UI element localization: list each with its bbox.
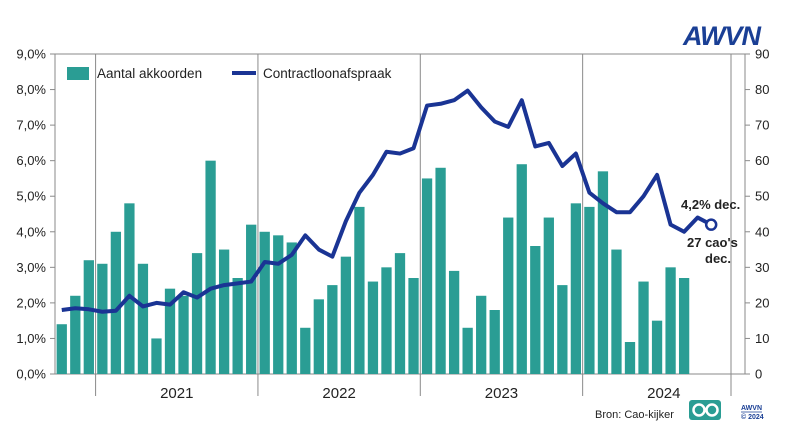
bar [313,299,324,374]
bar [70,295,81,374]
bar [191,253,203,374]
right-tick-label: 50 [755,189,769,204]
bar [570,203,582,374]
bar [218,249,230,374]
left-tick-label: 5,0% [16,189,46,204]
left-tick-label: 3,0% [16,260,46,275]
right-axis: 0 10 20 30 40 50 60 70 80 90 [745,47,769,382]
bar [381,267,392,374]
bar [530,246,541,374]
bar [178,295,189,374]
bar [665,267,676,374]
left-tick-label: 8,0% [16,82,46,97]
bar [137,263,149,374]
right-tick-label: 80 [755,82,769,97]
bar [435,167,446,374]
small-logo-copyright: © 2024 [741,413,764,421]
bar [56,324,67,374]
bar [394,253,406,374]
bar [624,342,636,374]
right-tick-label: 20 [755,295,769,310]
bar [110,231,122,374]
annotation-bar-label-1: 27 cao's [687,235,738,250]
legend-label-line: Contractloonafspraak [263,66,392,81]
bar [597,171,609,374]
right-tick-label: 90 [755,47,769,62]
bar [367,281,379,374]
bar [584,206,595,374]
x-tick-label-year: 2023 [485,385,518,402]
bar [421,178,433,374]
annotation-line-label: 4,2% dec. [681,197,740,212]
left-tick-label: 9,0% [16,47,46,62]
small-logo-text: AWVN [741,405,762,412]
bar [259,231,270,374]
right-tick-label: 60 [755,153,769,168]
bar [273,235,284,374]
left-tick-label: 1,0% [16,331,46,346]
bar [300,327,311,374]
bar [408,278,419,374]
x-axis: 2021 2022 2023 2024 [160,385,680,402]
bar [232,278,243,374]
right-tick-label: 0 [755,367,762,382]
bar [164,288,176,374]
left-tick-label: 0,0% [16,367,46,382]
right-tick-label: 40 [755,224,769,239]
bar [354,206,365,374]
bar [205,160,216,374]
bar [476,295,487,374]
bars-aantal-akkoorden [56,160,690,374]
x-tick-label-year: 2024 [647,385,680,402]
left-axis: 0,0% 1,0% 2,0% 3,0% 4,0% 5,0% 6,0% 7,0% 8,0% 9,0% [16,47,55,382]
bar [151,338,162,374]
bar [543,217,554,374]
left-tick-label: 6,0% [16,153,46,168]
bar [124,203,135,374]
left-tick-label: 7,0% [16,118,46,133]
awvn-logo: AWVN [682,21,762,51]
bar [651,320,663,374]
annotation-bar-label-2: dec. [705,251,731,266]
bar [503,217,514,374]
bar [557,285,568,374]
bar [340,256,352,374]
line-contractloonafspraak [61,88,718,314]
legend-label-bars: Aantal akkoorden [97,66,202,81]
bar [448,270,460,374]
bar [516,164,527,374]
bar [327,285,338,374]
x-tick-label-year: 2022 [322,385,355,402]
last-point-marker [704,218,718,231]
bar [611,249,622,374]
bar [489,310,500,374]
left-tick-label: 4,0% [16,224,46,239]
year-gridlines [95,54,732,396]
right-tick-label: 30 [755,260,769,275]
left-tick-label: 2,0% [16,295,46,310]
right-tick-label: 10 [755,331,769,346]
bar [246,224,257,374]
cao-kijker-icon [689,400,721,420]
bar [83,260,94,374]
series-line [61,88,713,314]
bar [638,281,649,374]
x-tick-label-year: 2021 [160,385,193,402]
bar [462,327,473,374]
bar [678,278,690,374]
legend-swatch-bars [67,67,89,80]
bar [97,263,108,374]
source-label: Bron: Cao-kijker [595,409,674,421]
legend: Aantal akkoorden Contractloonafspraak [67,66,392,81]
right-tick-label: 70 [755,118,769,133]
bar [286,242,297,374]
